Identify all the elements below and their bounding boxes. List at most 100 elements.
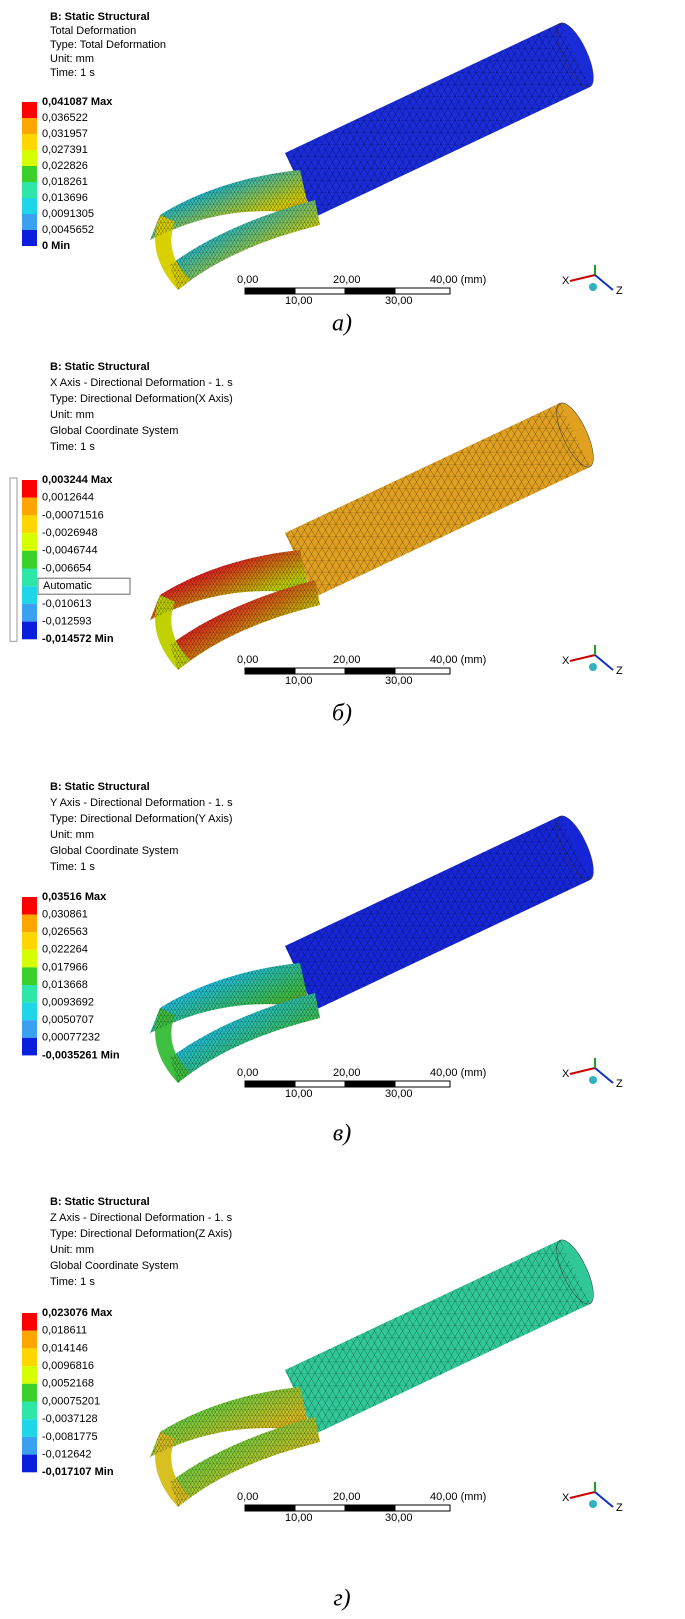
header-line: Time: 1 s: [50, 1276, 95, 1288]
legend-swatch: [22, 214, 37, 230]
tool-model: [150, 1235, 601, 1507]
legend-swatch: [22, 166, 37, 182]
legend-swatch: [22, 118, 37, 134]
triad-axis: [570, 655, 595, 661]
tip-mesh: [150, 963, 320, 1083]
shank-mesh: [285, 23, 590, 217]
legend-swatch: [22, 586, 37, 604]
legend-swatch: [22, 102, 37, 118]
header-line: Unit: mm: [50, 53, 94, 65]
scale-segment: [395, 1081, 450, 1087]
scale-label: 20,00: [333, 274, 361, 286]
scale-segment: [345, 288, 395, 294]
result-panel: B: Static Structural X Axis - Directional…: [10, 361, 623, 727]
scale-segment: [345, 1505, 395, 1511]
tool-model: [150, 398, 601, 670]
header-line: Global Coordinate System: [50, 425, 178, 437]
legend-swatch: [22, 515, 37, 533]
legend-swatch: [22, 622, 37, 640]
header-line: Y Axis - Directional Deformation - 1. s: [50, 797, 233, 809]
scale-label: 0,00: [237, 1491, 258, 1503]
legend-label: -0,0081775: [42, 1431, 98, 1443]
header-line: Time: 1 s: [50, 67, 95, 79]
legend-label: 0,018611: [42, 1325, 87, 1337]
scale-segment: [245, 1081, 295, 1087]
scale-label: 0,00: [237, 1067, 258, 1079]
legend-swatch: [22, 897, 37, 915]
scale-segment: [245, 668, 295, 674]
legend-label: -0,010613: [42, 598, 92, 610]
header-line: Global Coordinate System: [50, 845, 178, 857]
legend-label: 0,00077232: [42, 1032, 100, 1044]
legend-label: -0,017107 Min: [42, 1466, 114, 1478]
legend-label: -0,012593: [42, 616, 92, 628]
legend-label: -0,012642: [42, 1449, 92, 1461]
legend-label: 0,030861: [42, 909, 88, 921]
header-line: Type: Directional Deformation(X Axis): [50, 393, 233, 405]
legend-swatch: [22, 498, 37, 516]
header-line: B: Static Structural: [50, 361, 150, 373]
legend-label: 0,036522: [42, 112, 88, 124]
scale-label: 30,00: [385, 1512, 413, 1524]
triad-label: Z: [616, 1078, 623, 1090]
header-line: X Axis - Directional Deformation - 1. s: [50, 377, 233, 389]
scale-label: 10,00: [285, 295, 313, 307]
probe-label: Automatic: [43, 580, 92, 592]
scale-label: 20,00: [333, 1491, 361, 1503]
scale-label: 40,00 (mm): [430, 1067, 486, 1079]
triad-label: Z: [616, 285, 623, 297]
legend-label: 0,00075201: [42, 1395, 100, 1407]
legend-swatch: [22, 967, 37, 985]
legend-swatch: [22, 985, 37, 1003]
shank-mesh: [285, 1240, 590, 1434]
scale-segment: [295, 288, 345, 294]
legend-swatch: [22, 1366, 37, 1384]
header-line: Unit: mm: [50, 409, 94, 421]
scale-label: 0,00: [237, 654, 258, 666]
legend-label: 0,013696: [42, 192, 88, 204]
legend-swatch: [22, 1455, 37, 1473]
scale-label: 20,00: [333, 654, 361, 666]
header-line: B: Static Structural: [50, 781, 150, 793]
caption: г): [333, 1586, 350, 1612]
triad-origin: [589, 663, 597, 671]
header-line: Global Coordinate System: [50, 1260, 178, 1272]
triad-origin: [589, 1500, 597, 1508]
legend-label: 0,027391: [42, 144, 88, 156]
header-line: Type: Total Deformation: [50, 39, 166, 51]
scale-segment: [295, 1081, 345, 1087]
legend-label: 0,0052168: [42, 1378, 94, 1390]
triad-origin: [589, 1076, 597, 1084]
triad-axis: [595, 1492, 613, 1507]
legend-swatch: [22, 134, 37, 150]
legend-label: 0,013668: [42, 979, 88, 991]
scale-label: 40,00 (mm): [430, 654, 486, 666]
legend-frame: [10, 478, 17, 641]
scale-segment: [395, 288, 450, 294]
shank-mesh: [285, 403, 590, 597]
legend-label: 0,014146: [42, 1342, 88, 1354]
scale-segment: [245, 1505, 295, 1511]
triad-origin: [589, 283, 597, 291]
legend-swatch: [22, 533, 37, 551]
legend-swatch: [22, 182, 37, 198]
legend-swatch: [22, 604, 37, 622]
legend-swatch: [22, 551, 37, 569]
legend-swatch: [22, 1313, 37, 1331]
triad-label: X: [562, 275, 570, 287]
triad-label: X: [562, 1492, 570, 1504]
legend-label: 0,022264: [42, 944, 88, 956]
caption: в): [333, 1121, 351, 1147]
legend-label: -0,014572 Min: [42, 633, 114, 645]
header-line: Unit: mm: [50, 1244, 94, 1256]
scale-segment: [345, 668, 395, 674]
tool-model: [150, 811, 601, 1083]
triad-label: Z: [616, 665, 623, 677]
legend-swatch: [22, 1419, 37, 1437]
scale-label: 30,00: [385, 1088, 413, 1100]
scale-label: 0,00: [237, 274, 258, 286]
legend-label: 0,0050707: [42, 1014, 94, 1026]
caption: б): [332, 701, 352, 727]
triad-label: Z: [616, 1502, 623, 1514]
